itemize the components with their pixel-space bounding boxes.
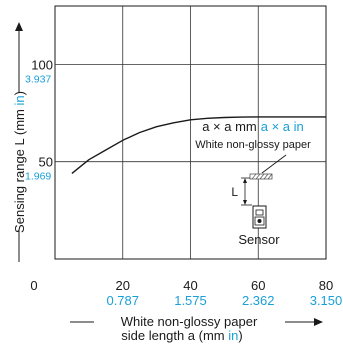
x-tick-label-60: 60 [251, 278, 265, 293]
series-line-0 [71, 116, 326, 174]
x-tick-label-20: 20 [116, 278, 130, 293]
target-size-label: a × a mm a × a in [202, 119, 304, 134]
x-tick-label-40: 40 [183, 278, 197, 293]
x-axis-label-line1: White non-glossy paper [121, 314, 258, 329]
dimension-l-label: L [231, 185, 238, 199]
y-tick-sub-label-100: 3.937 [25, 73, 51, 85]
target-annotation: a × a mm a × a in White non-glossy paper … [195, 119, 311, 247]
y-axis-label-group: Sensing range L (mm in) [12, 22, 27, 262]
x-axis-arrow-head [314, 318, 323, 326]
sensor-icon [252, 205, 267, 229]
x-tick-sub-label-80: 3.150 [310, 293, 343, 308]
target-plate [249, 173, 273, 180]
series-layer [71, 116, 326, 174]
x-tick-sub-label-60: 2.362 [242, 293, 275, 308]
y-tick-label-50: 50 [39, 155, 53, 170]
x-tick-label-80: 80 [319, 278, 333, 293]
sensor-label: Sensor [238, 232, 280, 247]
y-axis-arrow-head [15, 22, 23, 31]
target-caption: White non-glossy paper [195, 139, 311, 151]
x-tick-label-0: 0 [30, 278, 37, 293]
x-tick-labels: 0 200.787 401.575 602.362 803.150 [30, 278, 342, 308]
x-tick-sub-label-20: 0.787 [106, 293, 139, 308]
dimension-l: L [231, 177, 252, 206]
x-axis-label-group: White non-glossy paper side length a (mm… [70, 314, 323, 343]
x-axis-label-line2: side length a (mm in) [121, 328, 242, 343]
y-tick-sub-label-50: 1.969 [25, 171, 51, 183]
y-tick-label-100: 100 [31, 57, 53, 72]
x-tick-sub-label-40: 1.575 [174, 293, 207, 308]
y-axis-label: Sensing range L (mm in) [12, 91, 27, 233]
leader-line [261, 154, 287, 174]
